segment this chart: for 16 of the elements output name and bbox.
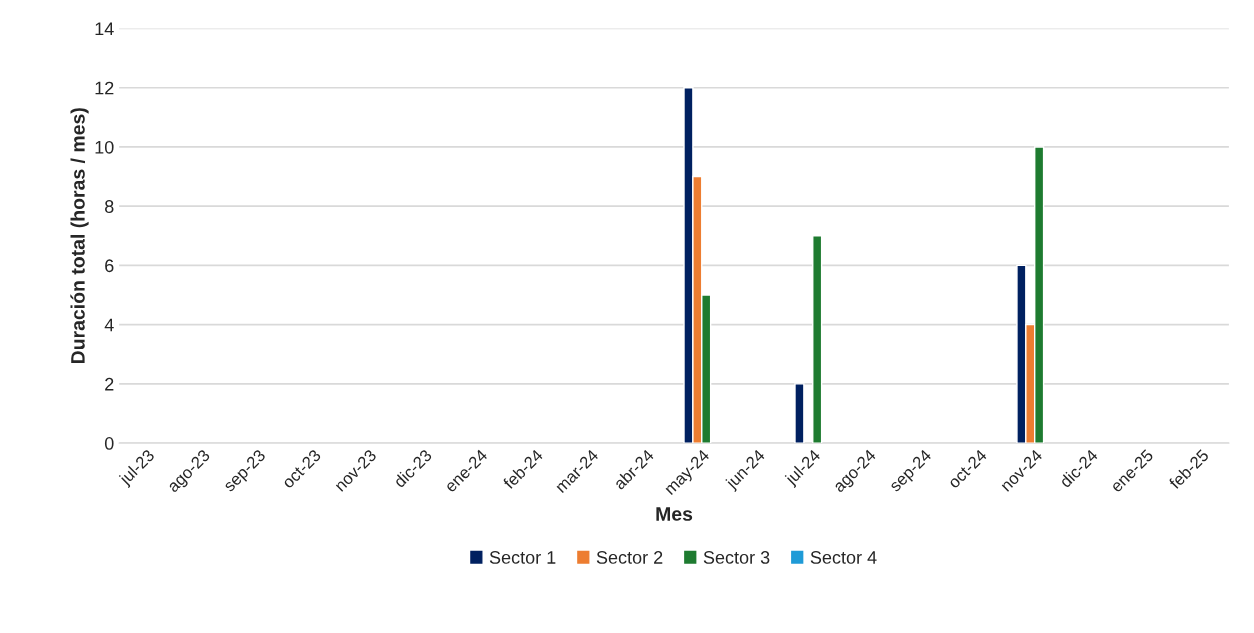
legend-label: Sector 2: [596, 551, 663, 564]
y-tick-label: 0: [104, 437, 114, 450]
y-tick-label: 14: [95, 22, 114, 36]
y-tick-label: 2: [105, 377, 114, 391]
y-tick-label: 10: [95, 140, 114, 154]
y-tick-label: 4: [104, 318, 114, 332]
y-tick-label: 12: [95, 81, 114, 95]
x-axis-title: Mes: [656, 507, 693, 521]
legend-label: Sector 1: [489, 551, 556, 564]
bar: [794, 383, 805, 444]
y-tick-label: 6: [105, 259, 114, 273]
legend-label: Sector 4: [810, 551, 877, 564]
bar: [812, 235, 823, 444]
y-tick-label: 8: [105, 200, 114, 213]
legend-label: Sector 3: [703, 551, 770, 564]
y-axis-title: Duración total (horas / mes): [70, 108, 89, 364]
